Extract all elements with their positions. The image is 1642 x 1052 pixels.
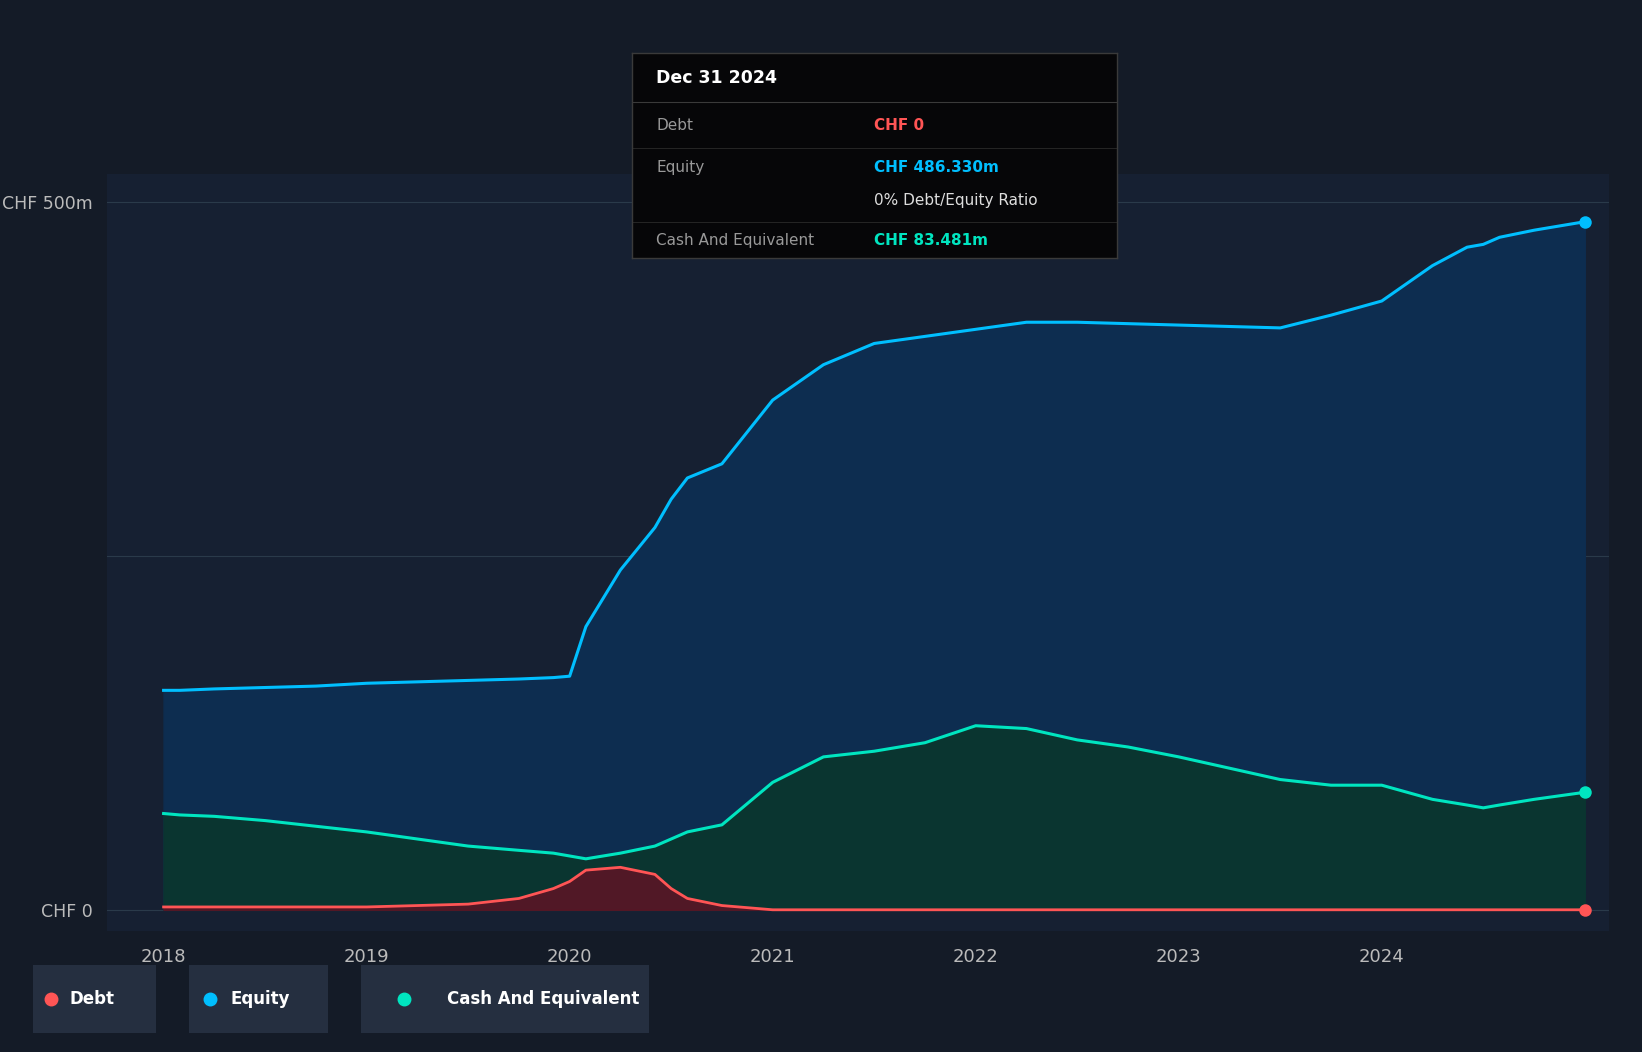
Text: CHF 0: CHF 0 bbox=[874, 118, 924, 133]
Text: CHF 83.481m: CHF 83.481m bbox=[874, 232, 988, 248]
Text: Dec 31 2024: Dec 31 2024 bbox=[657, 69, 777, 87]
Text: Debt: Debt bbox=[657, 118, 693, 133]
Text: 0% Debt/Equity Ratio: 0% Debt/Equity Ratio bbox=[874, 193, 1038, 208]
Text: CHF 486.330m: CHF 486.330m bbox=[874, 160, 1000, 175]
Text: Cash And Equivalent: Cash And Equivalent bbox=[448, 990, 640, 1008]
Text: Equity: Equity bbox=[657, 160, 704, 175]
Text: Equity: Equity bbox=[230, 990, 291, 1008]
Text: Cash And Equivalent: Cash And Equivalent bbox=[657, 232, 814, 248]
Text: Debt: Debt bbox=[69, 990, 115, 1008]
